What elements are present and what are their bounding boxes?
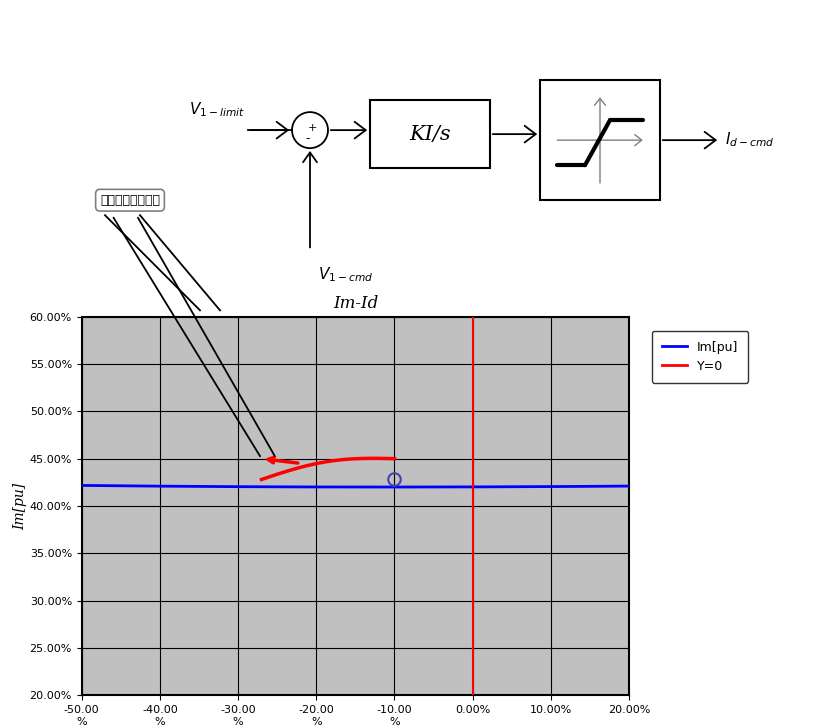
Bar — [370, 100, 490, 168]
Text: $I_{d-cmd}$: $I_{d-cmd}$ — [725, 131, 775, 149]
Bar — [540, 80, 660, 200]
Legend: Im[pu], Y=0: Im[pu], Y=0 — [652, 331, 748, 383]
Text: KI/s: KI/s — [409, 124, 451, 143]
Title: Im-Id: Im-Id — [333, 296, 378, 312]
Text: -: - — [306, 132, 310, 145]
Text: $V_{1-cmd}$: $V_{1-cmd}$ — [318, 265, 373, 284]
Text: 弱磁控制动作方向: 弱磁控制动作方向 — [100, 194, 160, 207]
Text: +: + — [307, 123, 317, 133]
Y-axis label: Im[pu]: Im[pu] — [13, 483, 27, 529]
Text: $V_{1-limit}$: $V_{1-limit}$ — [189, 100, 245, 119]
